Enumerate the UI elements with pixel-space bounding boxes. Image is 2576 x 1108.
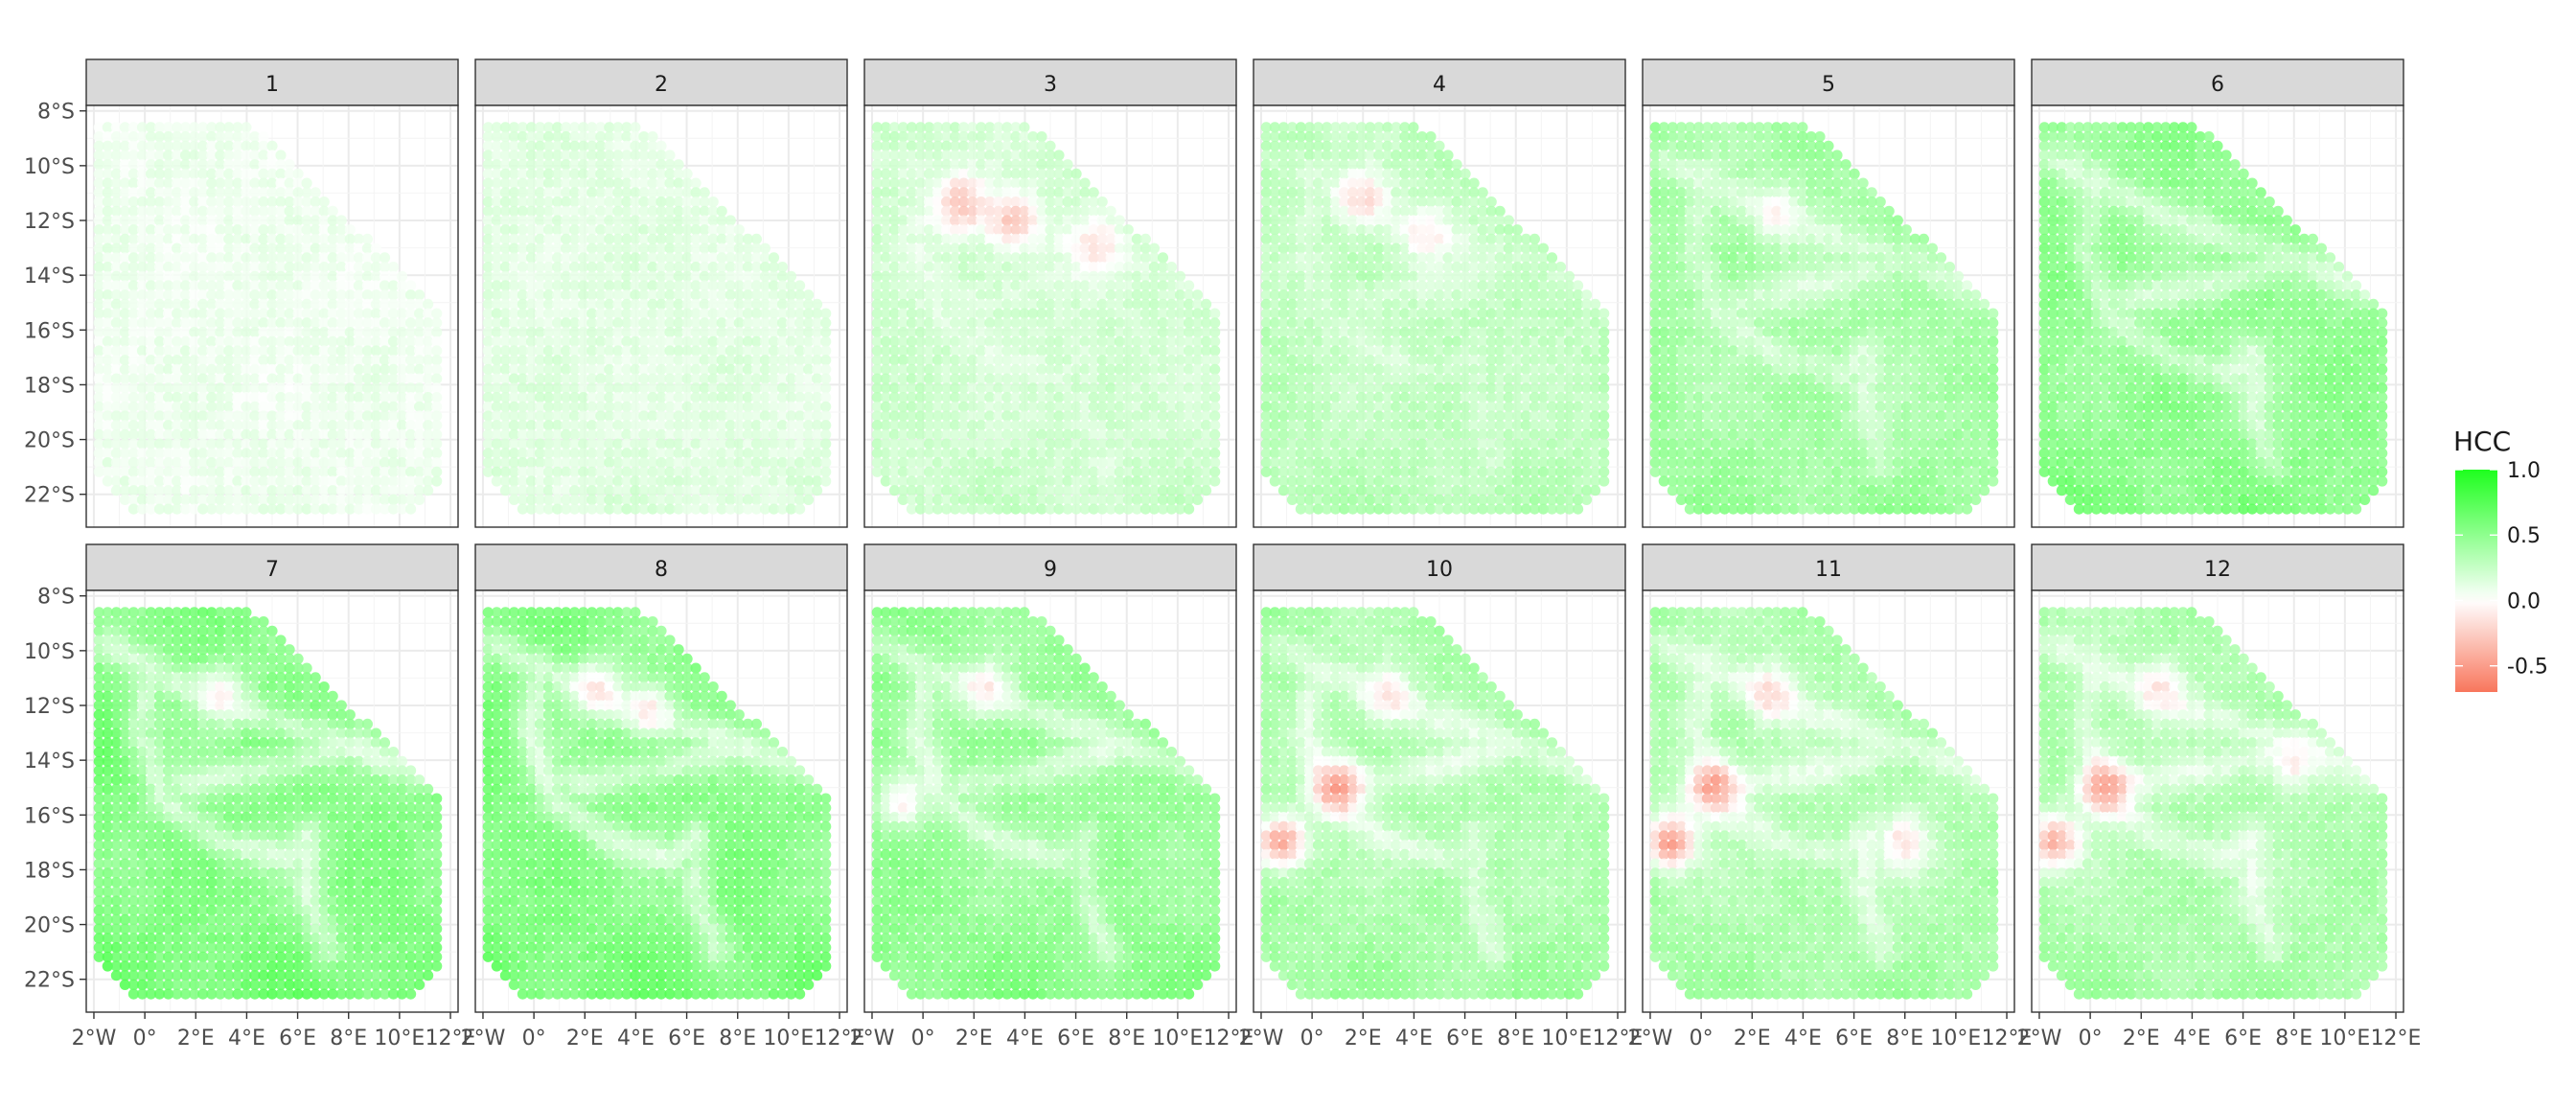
x-tick-label: 0°: [522, 1027, 546, 1050]
x-tick-label: 10°E: [763, 1027, 814, 1050]
y-tick-label: 16°S: [24, 804, 75, 828]
x-tick-label: 4°E: [1006, 1027, 1044, 1050]
facet-strip-label: 6: [2211, 73, 2224, 97]
facet-strip-label: 12: [2204, 558, 2231, 582]
x-tick-label: 8°E: [2275, 1027, 2312, 1050]
facet-panel-3: 3: [864, 59, 1236, 527]
x-tick-label: 0°: [911, 1027, 935, 1050]
x-tick-label: 6°E: [668, 1027, 705, 1050]
x-tick-label: 6°E: [1835, 1027, 1873, 1050]
x-tick-label: 6°E: [2224, 1027, 2262, 1050]
x-tick-label: 2°W: [2017, 1027, 2062, 1050]
facet-strip-label: 3: [1044, 73, 1057, 97]
x-tick-label: 4°E: [2174, 1027, 2211, 1050]
x-tick-label: 4°E: [1784, 1027, 1822, 1050]
x-tick-label: 2°W: [1628, 1027, 1673, 1050]
y-tick-label: 22°S: [24, 969, 75, 993]
x-tick-label: 2°E: [177, 1027, 215, 1050]
facet-strip-label: 2: [655, 73, 668, 97]
facet-panel-4: 4: [1254, 59, 1625, 527]
x-tick-label: 2°E: [1345, 1027, 1382, 1050]
x-tick-label: 4°E: [228, 1027, 265, 1050]
x-tick-label: 2°W: [72, 1027, 117, 1050]
x-tick-label: 6°E: [1446, 1027, 1484, 1050]
x-tick-label: 2°E: [1734, 1027, 1771, 1050]
legend-break-label: -0.5: [2507, 656, 2548, 680]
x-tick-label: 10°E: [374, 1027, 425, 1050]
facet-strip-label: 10: [1426, 558, 1453, 582]
y-tick-label: 14°S: [24, 265, 75, 289]
x-tick-label: 8°E: [1108, 1027, 1145, 1050]
legend-break-label: 0.5: [2507, 524, 2541, 548]
x-tick-label: 2°E: [955, 1027, 993, 1050]
y-tick-label: 20°S: [24, 914, 75, 938]
legend-colorbar: [2455, 470, 2497, 692]
x-tick-label: 8°E: [1497, 1027, 1534, 1050]
facet-strip-label: 9: [1044, 558, 1057, 582]
facet-strip-label: 1: [265, 73, 279, 97]
facet-strip-label: 11: [1815, 558, 1842, 582]
y-tick-label: 16°S: [24, 319, 75, 343]
y-tick-label: 22°S: [24, 484, 75, 508]
x-tick-label: 2°W: [850, 1027, 895, 1050]
x-tick-label: 10°E: [1930, 1027, 1981, 1050]
x-tick-label: 12°E: [2371, 1027, 2422, 1050]
y-tick-label: 10°S: [24, 640, 75, 664]
x-tick-label: 8°E: [1886, 1027, 1923, 1050]
x-tick-label: 10°E: [2319, 1027, 2370, 1050]
x-tick-label: 0°: [1690, 1027, 1714, 1050]
facet-panel-1: 18°S10°S12°S14°S16°S18°S20°S22°S: [24, 59, 458, 527]
facet-strip-label: 8: [655, 558, 668, 582]
y-tick-label: 14°S: [24, 750, 75, 773]
y-tick-label: 10°S: [24, 155, 75, 179]
x-tick-label: 2°E: [566, 1027, 604, 1050]
facet-strip-label: 4: [1433, 73, 1446, 97]
facet-panel-7: 7 8°S 10°S 12°S 14°S 16°S 18°S 20°S 22°S 2°W 0° 2°E…: [24, 544, 475, 1050]
facet-panel-2: 2: [475, 59, 847, 527]
legend-title: HCC: [2453, 426, 2511, 457]
x-tick-label: 2°E: [2123, 1027, 2160, 1050]
y-tick-label: 18°S: [24, 859, 75, 883]
facet-panel-5: 5: [1643, 59, 2014, 527]
y-tick-label: 12°S: [24, 695, 75, 719]
x-tick-label: 10°E: [1152, 1027, 1203, 1050]
y-tick-label: 8°S: [37, 586, 75, 610]
x-tick-label: 0°: [2079, 1027, 2103, 1050]
x-tick-label: 8°E: [330, 1027, 367, 1050]
x-tick-label: 6°E: [279, 1027, 316, 1050]
facet-strip-label: 5: [1822, 73, 1835, 97]
x-tick-label: 10°E: [1541, 1027, 1592, 1050]
x-tick-label: 4°E: [617, 1027, 655, 1050]
y-tick-label: 20°S: [24, 429, 75, 453]
facet-panel-6: 6: [2032, 59, 2404, 527]
x-tick-label: 2°W: [1239, 1027, 1284, 1050]
x-tick-label: 6°E: [1057, 1027, 1094, 1050]
y-tick-label: 18°S: [24, 374, 75, 398]
legend-break-label: 0.0: [2507, 589, 2541, 613]
y-tick-label: 8°S: [37, 101, 75, 125]
legend-break-label: 1.0: [2507, 459, 2541, 483]
x-tick-label: 0°: [133, 1027, 157, 1050]
x-tick-label: 8°E: [719, 1027, 756, 1050]
x-tick-label: 0°: [1300, 1027, 1324, 1050]
x-tick-label: 4°E: [1395, 1027, 1433, 1050]
x-tick-label: 2°W: [461, 1027, 506, 1050]
y-tick-label: 12°S: [24, 210, 75, 234]
facet-strip-label: 7: [265, 558, 279, 582]
